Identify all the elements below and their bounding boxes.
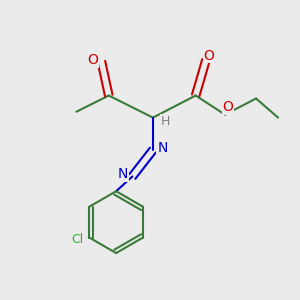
Text: N: N — [157, 141, 168, 154]
Text: N: N — [118, 167, 128, 181]
Text: O: O — [203, 49, 214, 63]
Text: Cl: Cl — [71, 232, 83, 246]
Text: O: O — [223, 100, 233, 114]
Text: H: H — [160, 115, 170, 128]
Text: O: O — [87, 53, 98, 67]
